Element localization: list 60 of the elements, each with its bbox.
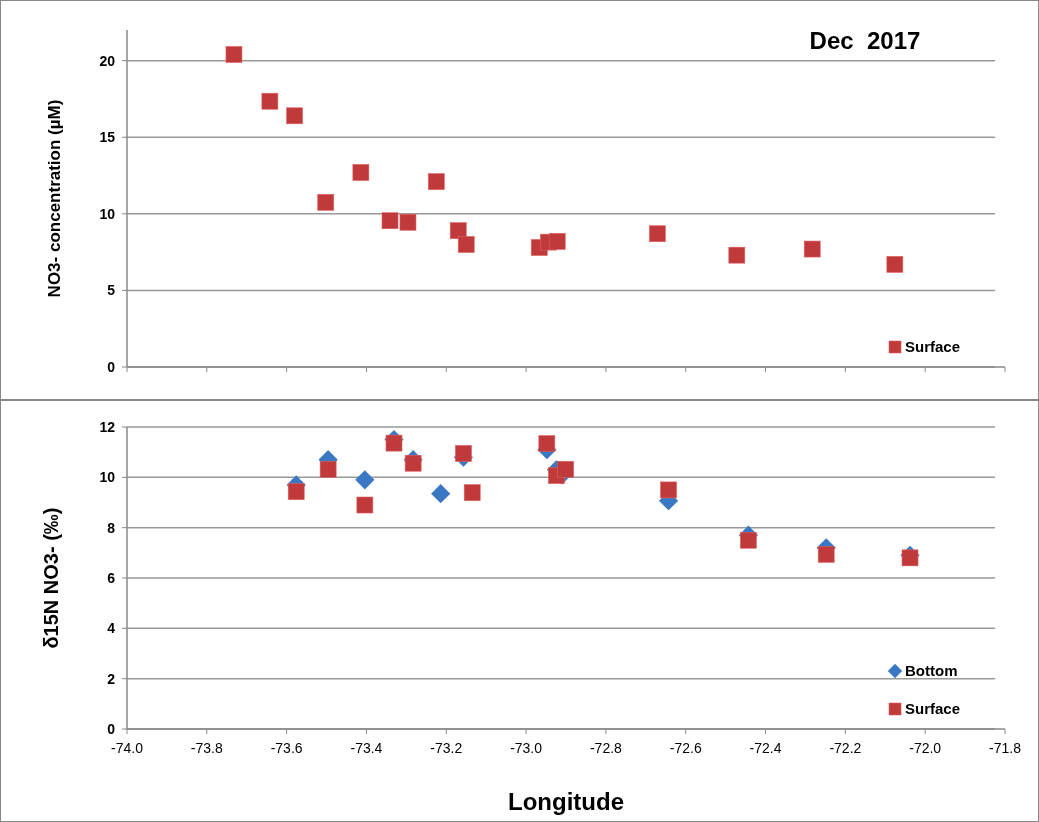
point [557,460,574,478]
y-tick-label: 20 [99,52,116,69]
point [261,92,279,110]
point [901,549,919,567]
x-tick-label: -73.4 [350,740,383,756]
point [428,173,445,190]
legend-label: Bottom [905,662,958,680]
x-tick-label: -73.6 [270,740,303,756]
x-tick-label: -71.8 [989,740,1022,756]
point [286,107,303,125]
point [356,496,374,514]
point [740,531,757,549]
point [728,246,746,264]
y-tick-label: 0 [107,720,116,737]
point [399,213,417,231]
y-tick-label: 2 [107,670,116,687]
y-tick-label: 15 [99,129,116,146]
x-axis-title: Longitude [508,788,624,815]
point [548,233,566,250]
point [803,240,821,258]
legend-label: Surface [905,700,961,718]
point [287,483,305,500]
x-tick-label: -72.4 [749,740,782,756]
x-tick-label: -72.8 [589,740,623,756]
legend-label: Surface [905,338,961,356]
chart-title: Dec 2017 [809,27,921,54]
y-tick-label: 0 [107,358,116,375]
point [457,236,475,253]
x-tick-label: -74.0 [111,740,144,756]
point [431,484,451,504]
point [385,434,403,452]
point [449,222,467,239]
point [660,481,677,499]
point [319,460,337,478]
point [355,470,375,490]
x-tick-label: -72.0 [909,740,942,756]
x-tick-label: -72.6 [669,740,702,756]
y-tick-label: 6 [107,569,116,586]
x-tick-label: -73.8 [190,740,223,756]
point [886,256,904,273]
y-tick-label: 12 [99,418,116,435]
y-tick-label: 4 [107,620,116,637]
point [225,46,243,63]
y-tick-label: 5 [107,282,116,299]
point [538,435,556,452]
point [463,484,481,501]
point [649,225,666,243]
point [352,164,370,181]
point [817,546,835,563]
y-tick-label: 10 [99,205,116,222]
point [381,212,399,230]
y-tick-label: 8 [107,519,116,536]
x-tick-label: -72.2 [829,740,862,756]
y-tick-label: 10 [99,469,116,486]
point [455,445,472,462]
y-axis-title: NO3- concentration (µM) [45,99,64,298]
point [317,194,335,211]
x-tick-label: -73.0 [510,740,543,756]
y-axis-title: δ15N NO3- (‰) [40,507,62,649]
x-tick-label: -73.2 [430,740,463,756]
